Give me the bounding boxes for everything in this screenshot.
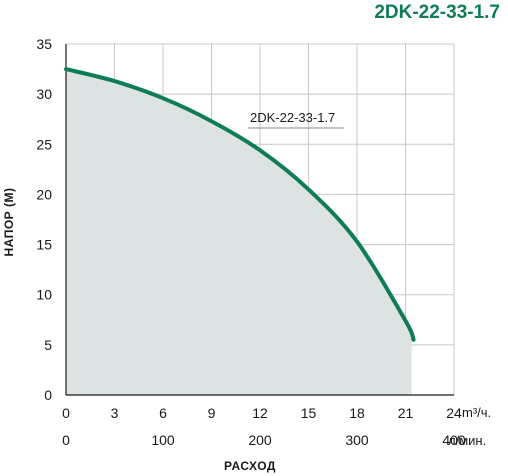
x-tick-label-m3h-12: 12 [252, 405, 268, 421]
y-tick-label-35: 35 [36, 36, 52, 52]
x-tick-label-m3h-24: 24 [446, 405, 462, 421]
chart-title: 2DK-22-33-1.7 [374, 2, 500, 23]
x-tick-labels-m3h: 0 3 6 9 12 15 18 21 24 [62, 405, 462, 421]
x-tick-label-m3h-3: 3 [111, 405, 119, 421]
y-tick-label-15: 15 [36, 237, 52, 253]
x-tick-label-m3h-18: 18 [349, 405, 365, 421]
y-tick-label-5: 5 [44, 337, 52, 353]
y-axis-title: НАПОР (М) [2, 188, 16, 257]
x-tick-label-lmin-0: 0 [62, 432, 70, 448]
x-unit-m3h: m³/ч. [462, 405, 491, 420]
y-tick-label-25: 25 [36, 136, 52, 152]
x-tick-label-m3h-15: 15 [301, 405, 317, 421]
x-tick-label-m3h-0: 0 [62, 405, 70, 421]
x-unit-lmin: л/мин. [448, 433, 486, 448]
curve-annotation: 2DK-22-33-1.7 [248, 110, 344, 129]
y-tick-label-0: 0 [44, 387, 52, 403]
y-tick-label-10: 10 [36, 287, 52, 303]
y-tick-label-20: 20 [36, 186, 52, 202]
x-tick-label-lmin-400: 400 [442, 432, 466, 448]
curve-annotation-label: 2DK-22-33-1.7 [250, 110, 335, 125]
x-tick-label-m3h-6: 6 [159, 405, 167, 421]
x-tick-label-lmin-100: 100 [151, 432, 175, 448]
x-tick-label-lmin-300: 300 [345, 432, 369, 448]
x-axis-title: РАСХОД [224, 459, 276, 473]
x-tick-labels-lmin: 0 100 200 300 400 [62, 432, 466, 448]
curve-area-fill [66, 69, 414, 395]
x-tick-label-lmin-200: 200 [248, 432, 272, 448]
y-tick-label-30: 30 [36, 86, 52, 102]
x-tick-label-m3h-21: 21 [398, 405, 414, 421]
axes [65, 44, 454, 396]
x-tick-label-m3h-9: 9 [208, 405, 216, 421]
curve-2DK-22-33-1.7 [64, 67, 416, 342]
y-tick-labels: 0 5 10 15 20 25 30 35 [36, 36, 52, 403]
